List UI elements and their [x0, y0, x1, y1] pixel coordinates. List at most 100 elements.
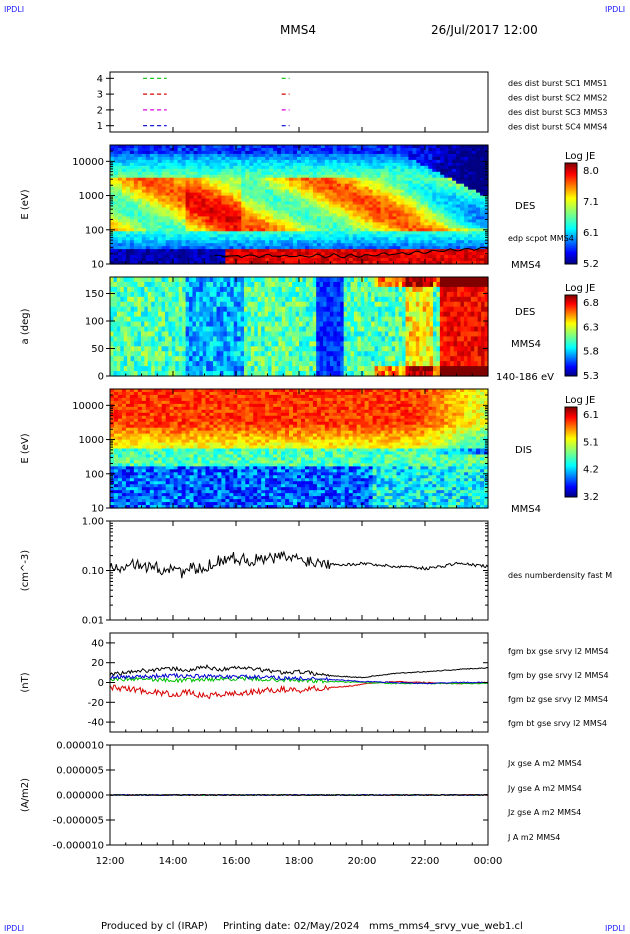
spectrogram-cell [137, 195, 143, 200]
spectrogram-cell [408, 255, 413, 259]
spectrogram-cell [173, 201, 179, 206]
spectrogram-cell [205, 177, 211, 182]
spectrogram-cell [164, 281, 170, 288]
spectrogram-cell [169, 207, 175, 212]
spectrogram-cell [269, 228, 274, 232]
spectrogram-cell [229, 252, 234, 256]
spectrogram-cell [144, 311, 149, 318]
spectrogram-cell [281, 234, 286, 238]
spectrogram-cell [265, 177, 270, 182]
spectrogram-cell [117, 174, 123, 179]
spectrogram-cell [452, 156, 457, 161]
spectrogram-cell [448, 210, 453, 215]
spectrogram-cell [436, 174, 441, 179]
spectrogram-cell [360, 189, 366, 194]
spectrogram-cell [149, 153, 155, 158]
spectrogram-cell [247, 321, 252, 328]
spectrogram-cell [468, 189, 473, 194]
spectrogram-cell [324, 237, 330, 241]
spectrogram-cell [444, 231, 449, 235]
spectrogram-cell [312, 201, 318, 206]
spectrogram-cell [257, 165, 262, 170]
spectrogram-cell [206, 316, 211, 323]
spectrogram-cell [261, 301, 266, 308]
spectrogram-cell [372, 150, 378, 155]
spectrogram-cell [332, 162, 338, 167]
spectrogram-cell [213, 207, 219, 212]
spectrogram-cell [392, 145, 398, 149]
spectrogram-cell [304, 153, 310, 158]
spectrogram-cell [400, 207, 406, 212]
spectrogram-cell [448, 150, 453, 155]
spectrogram-cell [149, 219, 155, 223]
spectrogram-cell [376, 228, 382, 232]
spectrogram-cell [245, 153, 250, 158]
spectrogram-cell [336, 180, 342, 185]
spectrogram-cell [121, 231, 127, 235]
spectrogram-cell [213, 153, 219, 158]
spectrogram-cell [396, 183, 402, 188]
spectrogram-cell [257, 225, 262, 229]
spectrogram-cell [241, 234, 246, 238]
spectrogram-cell [237, 150, 242, 155]
spectrogram-cell [293, 252, 298, 256]
spectrogram-cell [173, 192, 179, 197]
spectrogram-cell [277, 213, 282, 218]
spectrogram-cell [332, 183, 338, 188]
spectrogram-cell [241, 246, 246, 250]
spectrogram-cell [134, 277, 139, 283]
spectrogram-cell [408, 234, 413, 238]
spectrogram-cell [444, 234, 449, 238]
spectrogram-cell [213, 174, 219, 179]
spectrogram-cell [304, 147, 310, 152]
spectrogram-cell [472, 153, 477, 158]
spectrogram-cell [129, 150, 135, 155]
spectrogram-cell [297, 201, 302, 206]
spectrogram-cell [376, 222, 382, 226]
spectrogram-cell [412, 145, 417, 149]
spectrogram-cell [171, 296, 176, 303]
spectrogram-cell [436, 183, 441, 188]
spectrogram-cell [173, 186, 179, 191]
spectrogram-cell [372, 258, 378, 262]
spectrogram-cell [217, 234, 223, 238]
spectrogram-cell [328, 153, 334, 158]
spectrogram-cell [171, 356, 176, 362]
spectrogram-cell [241, 156, 246, 161]
spectrogram-cell [125, 156, 131, 161]
spectrogram-cell [257, 192, 262, 197]
spectrogram-cell [125, 147, 131, 152]
spectrogram-cell [168, 331, 173, 337]
spectrogram-cell [456, 201, 461, 206]
spectrogram-cell [237, 351, 242, 357]
spectrogram-cell [137, 371, 142, 377]
spectrogram-cell [384, 150, 390, 155]
spectrogram-cell [133, 165, 139, 170]
spectrogram-cell [206, 336, 211, 342]
spectrogram-cell [416, 258, 421, 262]
spectrogram-cell [356, 177, 362, 182]
spectrogram-cell [293, 225, 298, 229]
spectrogram-cell [436, 204, 441, 209]
spectrogram-cell [348, 207, 354, 212]
spectrogram-cell [253, 165, 258, 170]
spectrogram-cell [472, 159, 477, 164]
spectrogram-cell [432, 174, 437, 179]
spectrogram-cell [209, 186, 215, 191]
spectrogram-cell [261, 351, 266, 357]
spectrogram-cell [217, 162, 223, 167]
spectrogram-cell [404, 255, 410, 259]
spectrogram-cell [285, 228, 290, 232]
spectrogram-cell [404, 174, 410, 179]
spectrogram-cell [293, 180, 298, 185]
spectrogram-cell [404, 237, 410, 241]
spectrogram-cell [213, 316, 218, 323]
spectrogram-cell [368, 156, 374, 161]
spectrogram-cell [173, 207, 179, 212]
spectrogram-cell [140, 296, 145, 303]
spectrogram-cell [316, 174, 322, 179]
spectrogram-cell [209, 326, 214, 333]
spectrogram-cell [460, 171, 465, 176]
spectrogram-cell [472, 246, 477, 250]
spectrogram-cell [261, 180, 266, 185]
